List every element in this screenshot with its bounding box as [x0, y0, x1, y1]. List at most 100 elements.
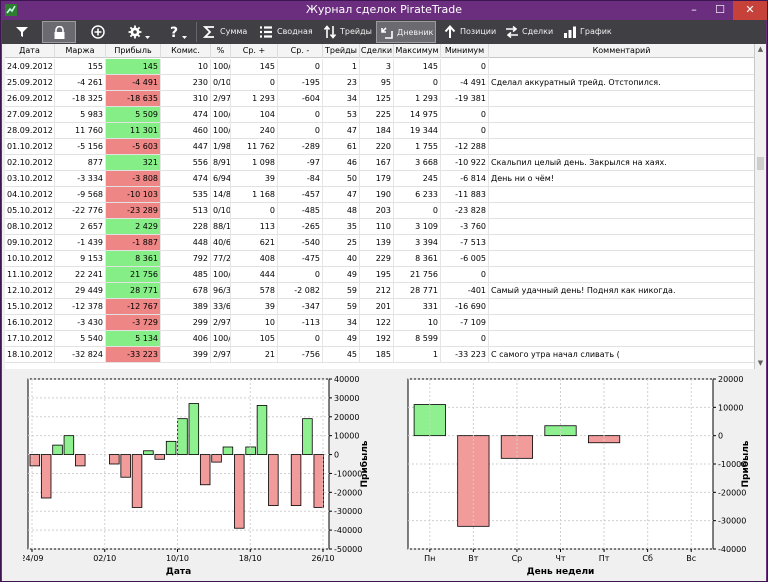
summary-button[interactable]: Сводная [256, 21, 316, 43]
table-cell[interactable] [489, 331, 754, 346]
vertical-scrollbar[interactable]: ▲ ▼ [755, 44, 766, 369]
table-cell: -4 491 [106, 75, 161, 90]
table-row[interactable]: 16.10.2012 -3 430 -3 729 299 2/97 10 -113 34 122… [5, 315, 754, 331]
table-cell: 100/0 [211, 107, 231, 122]
column-header[interactable]: Трейды [323, 44, 360, 58]
table-cell: 77/22 [211, 251, 231, 266]
column-header[interactable]: Максимум [394, 44, 441, 58]
diary-icon [381, 27, 393, 39]
column-header[interactable]: Ср. - [278, 44, 323, 58]
table-row[interactable]: 01.10.2012 -5 156 -5 603 447 1/98 11 762 -289 6… [5, 139, 754, 155]
column-header[interactable]: Ср. + [231, 44, 278, 58]
table-cell[interactable] [489, 315, 754, 330]
table-cell: 46 [323, 155, 360, 170]
bar [188, 403, 200, 455]
table-cell[interactable] [489, 187, 754, 202]
table-cell: 0/100 [211, 75, 231, 90]
trades-label: Трейды [340, 27, 372, 36]
table-cell: 11 762 [231, 139, 278, 154]
minimize-button[interactable]: – [691, 3, 697, 16]
table-cell: 100/0 [211, 59, 231, 74]
graph-button[interactable]: График [560, 21, 614, 43]
lock-button[interactable] [42, 21, 76, 43]
column-header[interactable]: Прибыль [106, 44, 161, 58]
table-cell: 21 756 [106, 267, 161, 282]
column-header[interactable]: Минимум [441, 44, 489, 58]
column-header[interactable]: % [211, 44, 231, 58]
maximize-button[interactable]: ☐ [715, 3, 725, 16]
table-cell[interactable] [489, 123, 754, 138]
column-header[interactable]: Комис. [161, 44, 211, 58]
table-cell[interactable]: Скальпил целый день. Закрылся на хаях. [489, 155, 754, 170]
question-icon: ? [170, 25, 178, 39]
column-header[interactable]: Комментарий [489, 44, 754, 58]
table-cell: -6 005 [441, 251, 489, 266]
table-row[interactable]: 09.10.2012-1 439-1 88744840/60621-540251… [5, 235, 754, 251]
table-cell: -113 [278, 315, 323, 330]
table-cell: -3 430 [55, 315, 106, 330]
title-bar[interactable]: Журнал сделок PirateTrade – ☐ ✕ [1, 1, 767, 20]
table-row[interactable]: 12.10.2012 29 449 28 771 678 96/3 578 -2 082 59… [5, 283, 754, 299]
column-header[interactable]: Дата [5, 44, 55, 58]
positions-button[interactable]: Позиции [440, 21, 498, 43]
trades-button[interactable]: Трейды [320, 21, 374, 43]
table-row[interactable]: 03.10.2012 -3 334 -3 808 474 6/94 39 -84 50 179 2… [5, 171, 754, 187]
diary-button[interactable]: Дневник [376, 21, 436, 43]
deals-button[interactable]: Сделки [502, 21, 556, 43]
table-cell[interactable] [489, 235, 754, 250]
table-cell[interactable]: День ни о чём! [489, 171, 754, 186]
scroll-thumb[interactable] [757, 157, 764, 170]
table-cell[interactable] [489, 107, 754, 122]
scroll-up-icon[interactable]: ▲ [757, 45, 764, 53]
column-header[interactable]: Сделки [360, 44, 394, 58]
table-cell[interactable] [489, 59, 754, 74]
table-cell[interactable] [489, 91, 754, 106]
table-cell[interactable] [489, 299, 754, 314]
table-cell[interactable]: С самого утра начал сливать ( [489, 347, 754, 362]
table-cell: 47 [323, 123, 360, 138]
table-row[interactable]: 26.09.2012 -18 325 -18 635 310 2/97 1 293 -604… [5, 91, 754, 107]
diary-table[interactable]: Дата Маржа Прибыль Комис.% Ср. + Ср. - Трейды С… [5, 44, 755, 369]
table-cell[interactable]: Самый удачный день! Поднял как никогда. [489, 283, 754, 298]
table-cell[interactable] [489, 267, 754, 282]
table-row[interactable]: 18.10.2012 -32 824 -33 223 399 2/97 21 -756 45 1… [5, 347, 754, 363]
table-row[interactable]: 25.09.2012-4 261-4 4912300/1000-19523950… [5, 75, 754, 91]
table-cell: 96/3 [211, 283, 231, 298]
table-cell: 399 [161, 347, 211, 362]
table-cell: 2 657 [55, 219, 106, 234]
table-cell: 59 [323, 299, 360, 314]
table-cell[interactable] [489, 139, 754, 154]
help-button[interactable]: ? [160, 21, 192, 43]
table-cell: 17.10.2012 [5, 331, 55, 346]
filter-button[interactable] [6, 21, 38, 43]
y-tick-label: 30000 [334, 394, 359, 403]
x-axis-label: Дата [166, 567, 191, 577]
close-button[interactable]: ✕ [733, 1, 767, 20]
table-cell: -485 [278, 203, 323, 218]
table-row[interactable]: 15.10.2012-12 378-12 76738933/6639-34759… [5, 299, 754, 315]
table-cell[interactable] [489, 203, 754, 218]
bar [52, 444, 63, 455]
column-header[interactable]: Маржа [55, 44, 106, 58]
table-cell[interactable] [489, 251, 754, 266]
add-button[interactable] [82, 21, 114, 43]
sum-button[interactable]: Сумма [200, 21, 252, 43]
table-cell: 40/60 [211, 235, 231, 250]
table-row[interactable]: 02.10.2012 877 321 556 8/91 1 098 -97 46 167 3 66… [5, 155, 754, 171]
x-tick-label: Ср [512, 554, 523, 563]
y-tick-label: 10000 [334, 432, 359, 441]
table-cell[interactable] [489, 219, 754, 234]
table-row[interactable]: 05.10.2012-22 776-23 2895130/1000-485482… [5, 203, 754, 219]
settings-button[interactable] [120, 21, 154, 43]
table-cell[interactable]: Сделал аккуратный трейд. Отстопился. [489, 75, 754, 90]
scroll-down-icon[interactable]: ▼ [757, 359, 764, 367]
table-cell: 3 109 [394, 219, 441, 234]
